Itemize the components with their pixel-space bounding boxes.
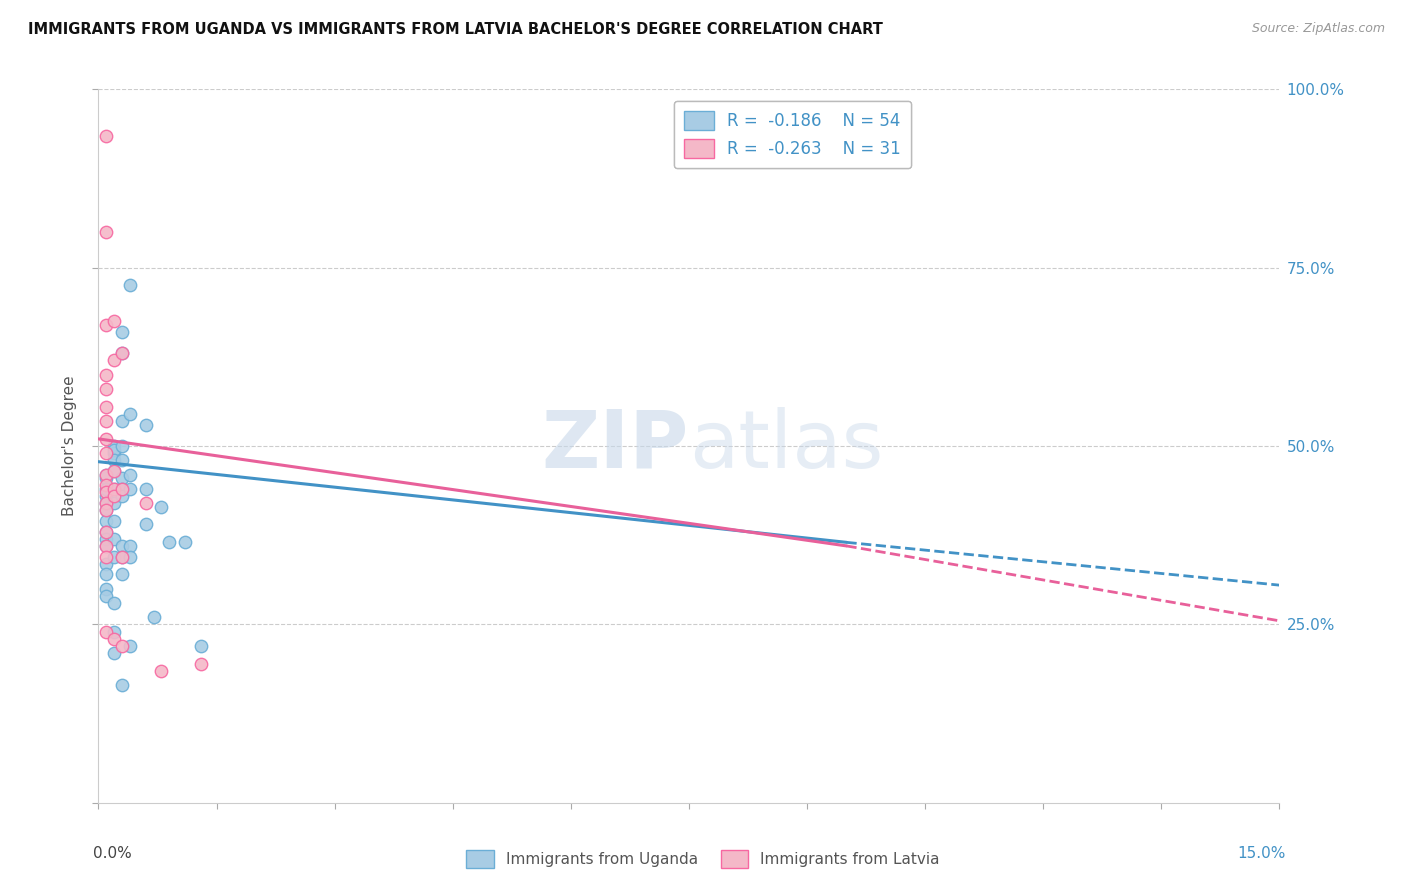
Point xyxy=(103,489,125,503)
Point xyxy=(96,539,118,553)
Point xyxy=(96,557,118,571)
Point xyxy=(96,128,118,143)
Point xyxy=(118,539,141,553)
Point xyxy=(96,368,118,382)
Point xyxy=(96,485,118,500)
Point xyxy=(103,532,125,546)
Point xyxy=(118,549,141,564)
Point xyxy=(111,453,134,467)
Y-axis label: Bachelor's Degree: Bachelor's Degree xyxy=(62,376,77,516)
Point xyxy=(96,467,118,482)
Point xyxy=(111,639,134,653)
Point xyxy=(96,549,118,564)
Point xyxy=(111,549,134,564)
Text: Source: ZipAtlas.com: Source: ZipAtlas.com xyxy=(1251,22,1385,36)
Point xyxy=(96,589,118,603)
Point xyxy=(96,567,118,582)
Point xyxy=(96,432,118,446)
Point xyxy=(111,439,134,453)
Point xyxy=(96,446,118,460)
Point xyxy=(96,225,118,239)
Point xyxy=(96,414,118,428)
Point xyxy=(96,524,118,539)
Point xyxy=(103,596,125,610)
Point xyxy=(103,353,125,368)
Point xyxy=(111,489,134,503)
Point xyxy=(103,464,125,478)
Point xyxy=(111,678,134,692)
Legend: R =  -0.186    N = 54, R =  -0.263    N = 31: R = -0.186 N = 54, R = -0.263 N = 31 xyxy=(673,101,911,168)
Point xyxy=(96,489,118,503)
Point xyxy=(96,582,118,596)
Point xyxy=(103,482,125,496)
Point xyxy=(157,535,180,549)
Point xyxy=(118,482,141,496)
Point xyxy=(111,482,134,496)
Point xyxy=(150,500,173,514)
Point xyxy=(96,524,118,539)
Point xyxy=(111,539,134,553)
Point xyxy=(96,478,118,492)
Point xyxy=(111,482,134,496)
Point xyxy=(111,325,134,339)
Point xyxy=(111,346,134,360)
Point xyxy=(96,539,118,553)
Point xyxy=(96,532,118,546)
Point xyxy=(96,496,118,510)
Point xyxy=(103,464,125,478)
Point xyxy=(96,400,118,414)
Point xyxy=(150,664,173,678)
Point xyxy=(103,549,125,564)
Point xyxy=(111,414,134,428)
Point xyxy=(103,314,125,328)
Point xyxy=(103,496,125,510)
Point xyxy=(103,453,125,467)
Point xyxy=(103,482,125,496)
Point xyxy=(103,514,125,528)
Point xyxy=(118,467,141,482)
Point xyxy=(103,632,125,646)
Point xyxy=(96,318,118,332)
Point xyxy=(118,407,141,421)
Point xyxy=(118,639,141,653)
Point xyxy=(190,657,212,671)
Point xyxy=(135,517,157,532)
Point xyxy=(103,442,125,457)
Point xyxy=(111,567,134,582)
Point xyxy=(103,646,125,660)
Point xyxy=(96,503,118,517)
Point xyxy=(103,624,125,639)
Point xyxy=(96,503,118,517)
Point xyxy=(111,549,134,564)
Text: IMMIGRANTS FROM UGANDA VS IMMIGRANTS FROM LATVIA BACHELOR'S DEGREE CORRELATION C: IMMIGRANTS FROM UGANDA VS IMMIGRANTS FRO… xyxy=(28,22,883,37)
Point xyxy=(96,496,118,510)
Point xyxy=(103,446,125,460)
Text: ZIP: ZIP xyxy=(541,407,689,485)
Point xyxy=(96,467,118,482)
Point xyxy=(96,514,118,528)
Point xyxy=(174,535,197,549)
Point xyxy=(135,496,157,510)
Point xyxy=(96,471,118,485)
Point xyxy=(111,346,134,360)
Point xyxy=(190,639,212,653)
Point xyxy=(118,278,141,293)
Point xyxy=(96,382,118,396)
Point xyxy=(135,417,157,432)
Legend: Immigrants from Uganda, Immigrants from Latvia: Immigrants from Uganda, Immigrants from … xyxy=(458,843,948,875)
Text: atlas: atlas xyxy=(689,407,883,485)
Text: 0.0%: 0.0% xyxy=(93,846,131,861)
Point xyxy=(135,482,157,496)
Point xyxy=(142,610,165,624)
Point xyxy=(96,482,118,496)
Point xyxy=(103,439,125,453)
Point xyxy=(111,471,134,485)
Text: 15.0%: 15.0% xyxy=(1237,846,1285,861)
Point xyxy=(96,624,118,639)
